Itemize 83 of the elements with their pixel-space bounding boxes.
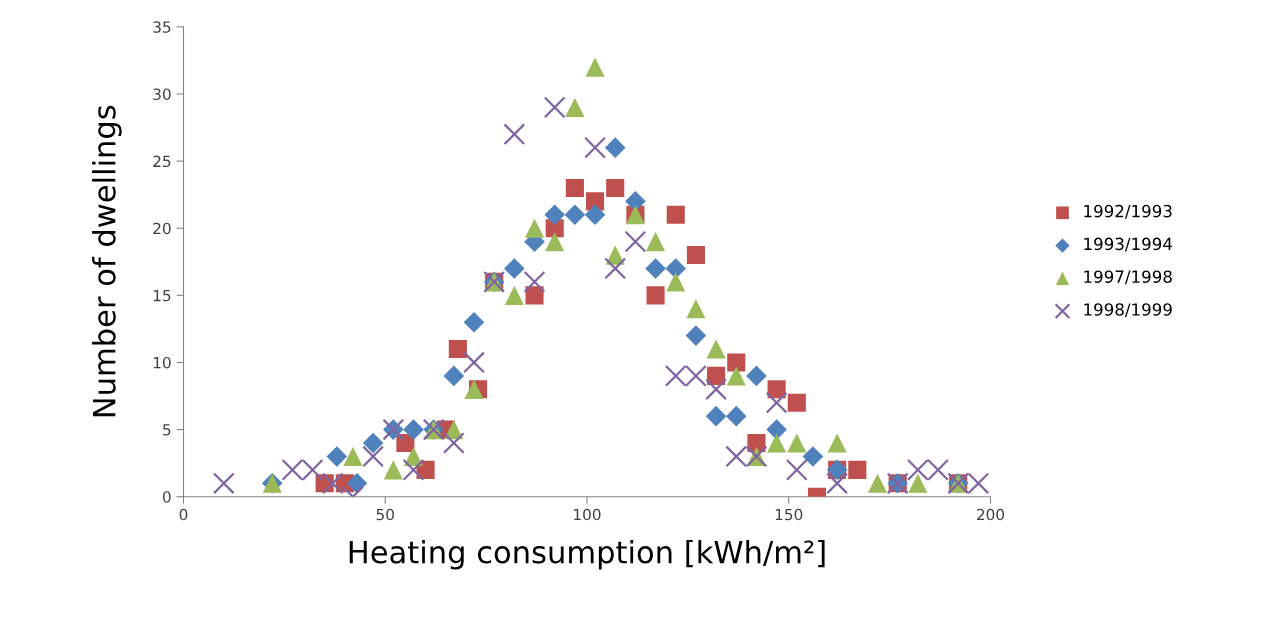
point [646,232,666,252]
point [827,433,847,453]
point [448,339,467,359]
point [867,473,888,493]
y-tick-label: 30 [153,88,171,100]
point [706,339,726,359]
point [565,97,585,117]
legend-label: 1992/1993 [1084,204,1172,219]
point [604,257,627,280]
y-tick-label: 25 [153,155,171,168]
point [565,178,584,197]
point [645,258,666,279]
point [584,204,606,226]
point [212,472,235,495]
point [666,205,685,224]
point [802,446,824,467]
point [442,432,465,454]
point [787,393,806,412]
legend-label: 1998/1999 [1084,303,1172,318]
point [666,272,686,292]
point [705,378,728,401]
point [584,136,606,159]
y-tick-label: 0 [162,491,171,503]
point [564,204,586,226]
point [443,365,465,387]
point [826,472,849,495]
y-tick-label: 10 [153,356,171,369]
point [525,286,544,305]
point [765,391,788,414]
y-tick-label: 20 [153,222,171,235]
point [727,353,746,372]
y-axis-title: Number of dwellings [92,105,122,417]
point [362,432,384,454]
point [326,446,348,467]
point [624,230,647,253]
point [848,460,867,479]
point [321,472,344,495]
point [543,96,566,119]
point [785,458,808,481]
point [383,460,403,480]
point [606,178,625,197]
point [585,57,605,77]
y-tick-label: 35 [153,21,171,33]
point [705,405,727,427]
point [524,218,545,238]
point [346,472,368,494]
x-tick-label: 200 [977,508,1005,521]
x-axis-title: Heating consumption [kWh/m²] [349,539,825,570]
point [604,137,626,158]
point [908,473,928,493]
x-tick-label: 0 [179,508,188,521]
point [402,458,425,481]
y-tick-label: 15 [153,290,171,302]
legend-label: 1993/1994 [1084,237,1172,252]
x-tick-label: 50 [376,508,394,521]
point [685,325,707,346]
point [725,405,747,427]
x-tick-label: 100 [574,508,601,521]
point [545,232,565,252]
point [343,446,363,466]
point [746,365,767,387]
point [766,419,787,440]
point [503,123,526,146]
point [463,311,485,333]
point [625,191,646,212]
legend-label: 1997/1998 [1084,270,1172,285]
point [523,270,546,293]
point [726,366,746,386]
point [686,246,705,265]
point [686,299,706,319]
point [646,286,665,305]
point [544,204,565,226]
point [767,433,787,453]
point [787,433,807,453]
point [463,351,485,374]
point [403,419,424,440]
point [504,258,525,279]
y-tick-label: 5 [163,424,171,436]
point [362,445,385,468]
x-tick-label: 150 [775,508,803,521]
point [504,285,524,305]
point [665,258,687,279]
point [707,366,726,385]
